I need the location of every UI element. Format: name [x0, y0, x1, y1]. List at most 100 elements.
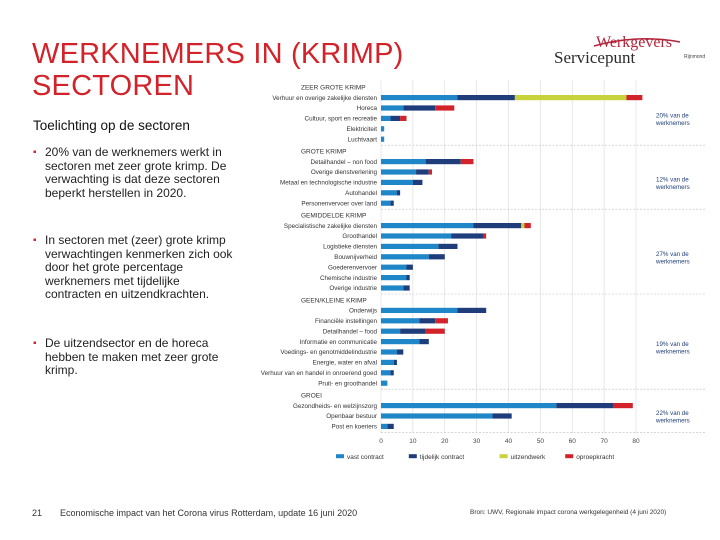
group-note: werknemers: [655, 120, 690, 127]
page-title-line-2: SECTOREN: [32, 70, 195, 102]
bullet-marker-icon: ▪: [33, 235, 37, 246]
bar-segment-vast: [381, 105, 404, 111]
bar-segment-tijdelijk: [390, 200, 394, 206]
bar-segment-tijdelijk: [451, 233, 483, 239]
x-tick-label: 10: [409, 438, 417, 445]
row-label: Bouwnijverheid: [334, 254, 377, 261]
row-label: Detailhandel – food: [323, 328, 378, 335]
logo-werkgevers: Werkgevers: [596, 34, 673, 51]
bar-segment-vast: [381, 233, 452, 239]
bar-segment-oproep: [460, 159, 474, 165]
page-title: WERKNEMERS IN (KRIMP) SECTOREN: [32, 38, 404, 102]
row-label: Metaal en technologische industrie: [280, 180, 377, 187]
bar-segment-tijdelijk: [396, 190, 401, 196]
intro-heading: Toelichting op de sectoren: [33, 118, 190, 133]
row-label: Financiële instellingen: [315, 318, 377, 325]
row-label: Autohandel: [345, 190, 377, 197]
bar-segment-oproep: [435, 318, 448, 324]
bar-segment-tijdelijk: [419, 318, 436, 324]
bar-segment-vast: [381, 339, 420, 345]
bar-segment-tijdelijk: [400, 328, 426, 334]
legend-label: tijdelijk contract: [420, 454, 465, 461]
page-number: 21: [32, 508, 43, 518]
bar-segment-oproep: [425, 328, 445, 334]
bar-segment-tijdelijk: [492, 413, 512, 419]
group-note: 19% van de: [656, 341, 689, 348]
bullet-2: ▪ In sectoren met (zeer) grote krimp ver…: [33, 233, 233, 302]
bullet-1: ▪ 20% van de werknemers werkt in sectore…: [33, 145, 233, 200]
x-tick-label: 0: [379, 438, 383, 445]
bullet-marker-icon: ▪: [33, 338, 37, 349]
bar-segment-uitzend: [514, 95, 627, 101]
bar-segment-vast: [381, 223, 474, 229]
legend-swatch: [408, 454, 417, 459]
bullet-marker-icon: ▪: [33, 147, 37, 158]
bar-segment-uitzend: [521, 223, 525, 229]
footer-source: Bron: UWV, Regionale impact corona werkg…: [470, 509, 667, 516]
logo-servicepunt: Servicepunt: [554, 48, 636, 67]
bar-segment-vast: [381, 328, 401, 334]
bar-segment-oproep: [428, 169, 432, 175]
row-label: Elektriciteit: [347, 126, 378, 133]
group-note: 22% van de: [656, 410, 689, 417]
logo-swoosh-icon: [593, 38, 681, 47]
bar-segment-oproep: [400, 115, 407, 121]
bar-segment-tijdelijk: [473, 223, 522, 229]
row-label: Verhuur en overige zakelijke diensten: [272, 95, 377, 102]
bullet-1-text: 20% van de werknemers werkt in sectoren …: [45, 145, 227, 200]
bar-segment-tijdelijk: [556, 403, 614, 409]
row-label: Pruit- en groothandel: [318, 380, 377, 387]
row-label: Horeca: [357, 105, 378, 112]
bar-segment-tijdelijk: [390, 115, 401, 121]
group-note: 20% van de: [656, 112, 689, 119]
bar-segment-tijdelijk: [393, 359, 397, 365]
bullet-3-text: De uitzendsector en de horeca hebben te …: [45, 336, 219, 378]
bar-segment-vast: [381, 413, 493, 419]
row-label: Energie, water en afval: [313, 360, 377, 367]
row-label: Post en koeriers: [332, 424, 378, 431]
row-label: Logistieke diensten: [323, 244, 377, 251]
x-tick-label: 20: [441, 438, 449, 445]
bullet-3: ▪ De uitzendsector en de horeca hebben t…: [33, 336, 233, 378]
row-label: Specialistische zakelijke diensten: [284, 223, 378, 230]
bar-segment-oproep: [626, 95, 643, 101]
bar-segment-tijdelijk: [403, 285, 410, 291]
group-heading: GEMIDDELDE KRIMP: [301, 213, 366, 220]
legend-label: uitzendwerk: [511, 454, 546, 461]
x-tick-label: 80: [632, 438, 640, 445]
x-tick-label: 40: [505, 438, 513, 445]
row-label: Voedings- en genotmiddelindustrie: [280, 349, 377, 356]
row-label: Goederenvervoer: [328, 264, 377, 271]
legend-swatch: [336, 454, 344, 459]
bar-segment-oproep: [524, 223, 531, 229]
x-tick-label: 30: [473, 438, 481, 445]
x-tick-label: 50: [537, 438, 545, 445]
bar-segment-vast: [381, 275, 407, 281]
bar-segment-vast: [381, 318, 420, 324]
bar-segment-tijdelijk: [438, 243, 458, 249]
sector-stacked-bar-chart: 0 10 20 30 40 50 60 70 80 ZEER GROTE KRIMP 20% van…: [261, 80, 706, 461]
bar-segment-tijdelijk: [390, 370, 394, 376]
row-label: Chemische industrie: [320, 275, 378, 282]
logo-rijnmond: Rijnmond: [684, 54, 706, 60]
group-note: 27% van de: [656, 251, 689, 258]
group-note: werknemers: [655, 418, 690, 425]
bar-segment-vast: [381, 254, 429, 260]
row-label: Verhuur van en handel in onroerend goed: [261, 370, 378, 377]
bar-segment-tijdelijk: [406, 264, 413, 270]
group-heading: GROEI: [301, 393, 322, 400]
row-label: Cultuur, sport en recreatie: [305, 116, 378, 123]
bar-segment-oproep: [435, 105, 455, 111]
row-label: Groothandel: [342, 233, 377, 240]
bar-segment-oproep: [483, 233, 487, 239]
bullet-2-text: In sectoren met (zeer) grote krimp verwa…: [45, 233, 233, 302]
bar-segment-tijdelijk: [403, 105, 436, 111]
bar-segment-vast: [381, 243, 439, 249]
bar-segment-vast: [381, 285, 404, 291]
row-label: Gezondheids- en welzijnszorg: [293, 403, 378, 410]
row-label: Personenvervoer over land: [301, 200, 377, 207]
bar-segment-tijdelijk: [457, 95, 515, 101]
bar-segment-tijdelijk: [425, 159, 461, 165]
group-heading: ZEER GROTE KRIMP: [301, 85, 366, 92]
bar-segment-tijdelijk: [412, 179, 423, 185]
